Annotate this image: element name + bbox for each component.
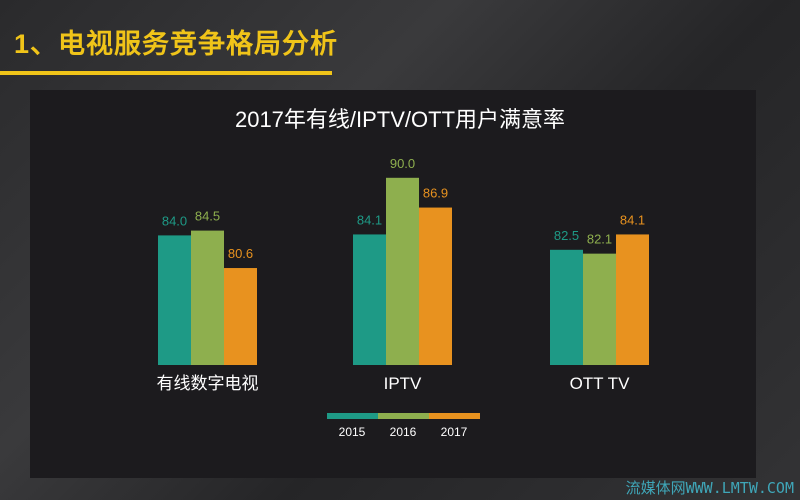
value-label: 84.5 <box>195 209 220 224</box>
bar-2016 <box>386 177 419 365</box>
value-label: 82.5 <box>554 228 579 243</box>
category-label: IPTV <box>384 374 422 393</box>
legend-swatch-2015 <box>327 413 378 419</box>
bar-2015 <box>550 249 583 365</box>
bar-2016 <box>583 253 616 365</box>
legend-label: 2016 <box>390 425 417 439</box>
bar-2015 <box>353 234 386 365</box>
value-label: 84.1 <box>620 212 645 227</box>
watermark: 流媒体网WWW.LMTW.COM <box>625 479 794 497</box>
chart-title: 2017年有线/IPTV/OTT用户满意率 <box>235 107 565 132</box>
value-label: 82.1 <box>587 232 612 247</box>
value-label: 84.1 <box>357 212 382 227</box>
bar-2017 <box>616 234 649 365</box>
legend-swatch-2016 <box>378 413 429 419</box>
legend-swatch-2017 <box>429 413 480 419</box>
value-label: 90.0 <box>390 156 415 171</box>
slide-title: 1、电视服务竞争格局分析 <box>14 29 339 59</box>
value-label: 80.6 <box>228 246 253 261</box>
bar-2017 <box>224 268 257 365</box>
legend-label: 2015 <box>339 425 366 439</box>
value-label: 84.0 <box>162 213 187 228</box>
category-label: 有线数字电视 <box>157 374 259 393</box>
title-underline <box>0 71 332 75</box>
bar-2016 <box>191 230 224 365</box>
bar-2017 <box>419 207 452 365</box>
legend-label: 2017 <box>441 425 468 439</box>
value-label: 86.9 <box>423 186 448 201</box>
category-label: OTT TV <box>570 374 630 393</box>
bar-2015 <box>158 235 191 365</box>
